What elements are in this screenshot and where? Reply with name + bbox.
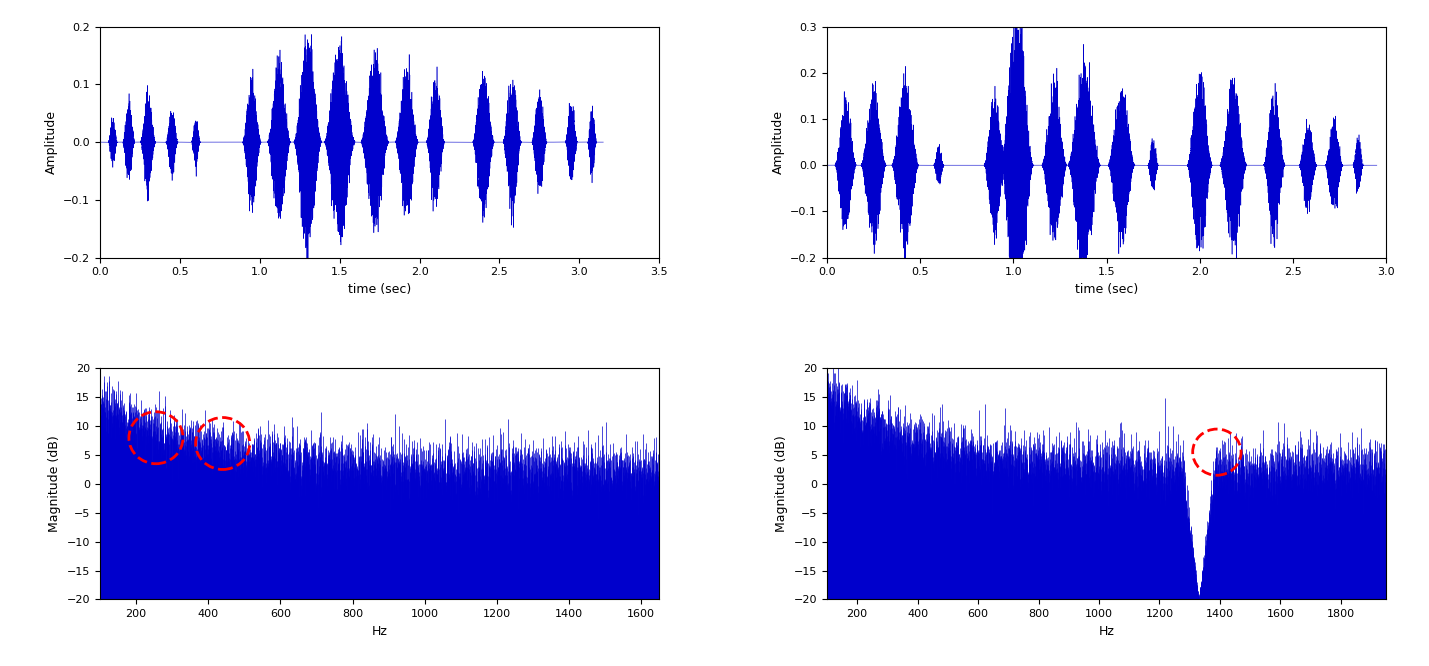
Y-axis label: Magnitude (dB): Magnitude (dB)	[49, 436, 61, 532]
X-axis label: time (sec): time (sec)	[1075, 283, 1137, 296]
Y-axis label: Amplitude: Amplitude	[772, 110, 785, 174]
X-axis label: time (sec): time (sec)	[349, 283, 412, 296]
X-axis label: Hz: Hz	[1099, 625, 1115, 637]
X-axis label: Hz: Hz	[372, 625, 387, 637]
Y-axis label: Magnitude (dB): Magnitude (dB)	[775, 436, 789, 532]
Y-axis label: Amplitude: Amplitude	[44, 110, 57, 174]
